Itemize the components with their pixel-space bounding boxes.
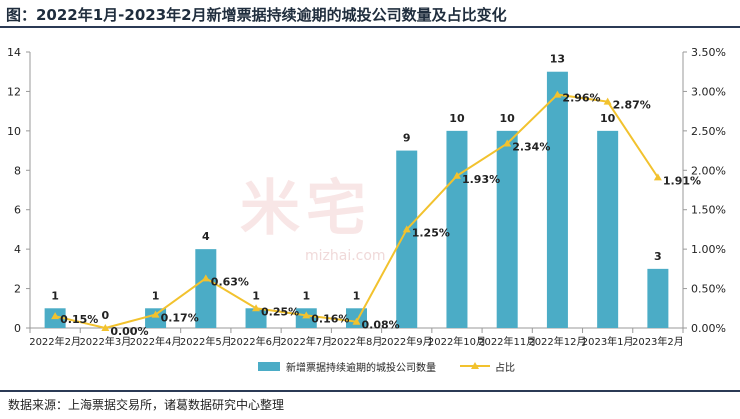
line-data-label: 2.34% (512, 140, 550, 153)
watermark-url: mizhai.com (305, 248, 386, 264)
bar-data-label: 10 (449, 112, 465, 125)
x-tick-label: 2023年1月 (582, 335, 634, 348)
legend-label-bar: 新增票据持续逾期的城投公司数量 (286, 361, 436, 374)
line-data-label: 0.16% (311, 312, 349, 325)
bar (546, 71, 568, 328)
bar-data-label: 1 (353, 289, 361, 302)
line-point (201, 274, 210, 282)
line-point (151, 310, 160, 318)
x-tick-label: 2022年9月 (381, 335, 433, 348)
legend-swatch-bar (258, 362, 280, 371)
title-rule (0, 26, 740, 28)
line-data-label: 1.93% (462, 173, 500, 186)
line-point (252, 304, 261, 312)
x-tick-label: 2022年6月 (230, 335, 282, 348)
line-data-label: 0.63% (211, 275, 249, 288)
line-point (553, 90, 562, 98)
line-data-label: 0.15% (60, 313, 98, 326)
x-tick-label: 2022年8月 (331, 335, 383, 348)
y-right-tick-label: 0.00% (691, 322, 726, 335)
bar (195, 249, 217, 328)
y-left-tick-label: 0 (14, 322, 21, 335)
bar-data-label: 3 (654, 250, 662, 263)
bar-data-label: 13 (550, 53, 565, 66)
line-data-label: 1.25% (412, 226, 450, 239)
bar-data-label: 1 (252, 289, 260, 302)
y-left-tick-label: 8 (14, 164, 21, 177)
y-left-tick-label: 2 (14, 283, 21, 296)
y-right-tick-label: 1.50% (691, 204, 726, 217)
combo-chart: 024681012140.00%0.50%1.00%1.50%2.00%2.50… (7, 46, 726, 374)
y-right-tick-label: 3.50% (691, 46, 726, 59)
x-tick-label: 2022年7月 (280, 335, 332, 348)
y-left-tick-label: 10 (7, 125, 21, 138)
bar (496, 130, 518, 328)
bar-data-label: 10 (600, 112, 616, 125)
x-tick-label: 2022年12月 (528, 335, 586, 348)
line-point (51, 312, 60, 320)
y-left-tick-label: 14 (7, 46, 21, 59)
source-rule (0, 390, 740, 392)
y-right-tick-label: 2.00% (691, 164, 726, 177)
line-data-label: 0.25% (261, 305, 299, 318)
x-tick-label: 2022年11月 (478, 335, 536, 348)
line-data-label: 2.87% (613, 99, 651, 112)
y-left-tick-label: 4 (14, 243, 21, 256)
x-tick-label: 2022年5月 (180, 335, 232, 348)
bar (597, 130, 619, 328)
line-data-label: 1.91% (663, 174, 701, 187)
bar-data-label: 9 (403, 132, 411, 145)
bar (396, 150, 418, 328)
bar-data-label: 1 (51, 289, 59, 302)
bar (245, 308, 267, 328)
y-right-tick-label: 0.50% (691, 283, 726, 296)
y-right-tick-label: 2.50% (691, 125, 726, 138)
line-point (302, 311, 311, 319)
legend-label-line: 占比 (495, 361, 515, 374)
bar (145, 308, 167, 328)
y-left-tick-label: 12 (7, 85, 21, 98)
y-left-tick-label: 6 (14, 204, 21, 217)
line-data-label: 0.00% (110, 325, 148, 338)
line-point (603, 97, 612, 105)
x-tick-label: 2022年2月 (29, 335, 81, 348)
x-tick-label: 2023年2月 (632, 335, 684, 348)
line-point (101, 324, 110, 331)
chart-title: 图：2022年1月-2023年2月新增票据持续逾期的城投公司数量及占比变化 (6, 6, 507, 24)
line-point (503, 139, 512, 147)
bar-data-label: 4 (202, 230, 210, 243)
line-data-label: 0.17% (161, 312, 199, 325)
data-source: 数据来源：上海票据交易所，诸葛数据研究中心整理 (8, 398, 285, 412)
line-point (402, 225, 411, 233)
y-right-tick-label: 3.00% (691, 85, 726, 98)
line-point (352, 317, 361, 325)
bar-data-label: 10 (500, 112, 516, 125)
bar (647, 268, 669, 328)
line-point (653, 173, 662, 181)
legend-swatch-marker (471, 362, 479, 369)
bar-data-label: 0 (102, 309, 110, 322)
y-right-tick-label: 1.00% (691, 243, 726, 256)
line-data-label: 0.08% (362, 319, 400, 332)
line-data-label: 2.96% (562, 92, 600, 105)
bar-data-label: 1 (152, 289, 160, 302)
watermark-logo: 米宅 (240, 174, 372, 244)
x-tick-label: 2022年10月 (428, 335, 486, 348)
x-tick-label: 2022年4月 (130, 335, 182, 348)
line-point (452, 171, 461, 179)
x-tick-label: 2022年3月 (79, 335, 131, 348)
bar-data-label: 1 (302, 289, 310, 302)
